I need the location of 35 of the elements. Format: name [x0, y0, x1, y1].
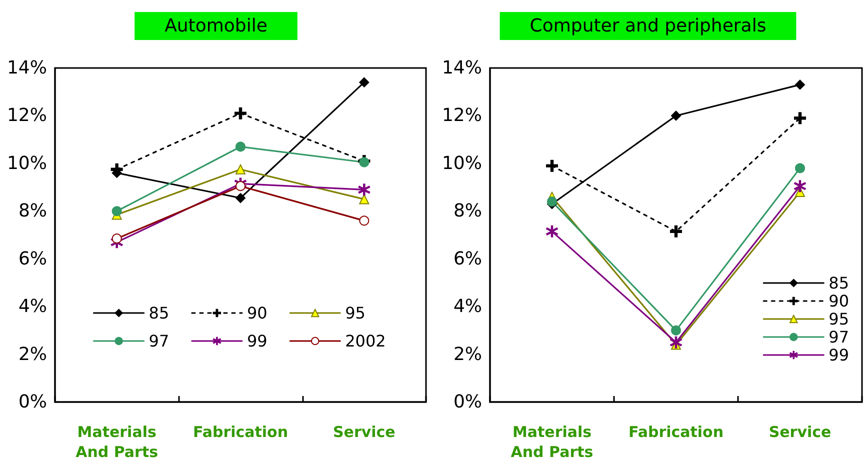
y-tick-label: 4% [453, 296, 482, 318]
x-tick-label: Service [332, 423, 396, 441]
y-tick-label: 6% [18, 248, 47, 270]
chart-title: Computer and peripherals [530, 16, 766, 36]
y-tick-label: 12% [6, 105, 47, 126]
legend-label: 85 [828, 274, 849, 292]
legend-label: 85 [148, 304, 170, 322]
y-tick-label: 2% [453, 344, 482, 365]
legend-label: 90 [828, 292, 849, 310]
y-tick-label: 8% [18, 200, 47, 222]
y-tick-label: 0% [453, 392, 482, 412]
legend-label: 2002 [345, 332, 386, 350]
y-tick-label: 12% [442, 105, 482, 126]
legend-label: 95 [828, 310, 849, 328]
x-tick-label: Fabrication [192, 423, 288, 441]
y-tick-label: 10% [6, 152, 47, 174]
y-tick-label: 14% [6, 58, 47, 78]
y-tick-label: 4% [18, 296, 47, 318]
x-tick-label: Materials And Parts [510, 423, 594, 461]
y-tick-label: 14% [442, 58, 482, 78]
x-tick-label: Materials And Parts [76, 423, 158, 461]
legend-label: 97 [828, 328, 849, 346]
x-tick-label: Service [768, 423, 832, 441]
legend-label: 99 [246, 332, 268, 350]
legend-label: 99 [828, 346, 849, 364]
y-tick-label: 0% [18, 392, 47, 412]
legend-label: 90 [246, 304, 268, 322]
y-tick-label: 8% [453, 200, 482, 222]
chart-title: Automobile [164, 16, 268, 36]
legend-label: 97 [148, 332, 170, 350]
legend-label: 95 [345, 304, 366, 322]
y-tick-label: 6% [453, 248, 482, 270]
x-tick-label: Fabrication [628, 423, 724, 441]
y-tick-label: 10% [442, 152, 482, 174]
y-tick-label: 2% [18, 344, 47, 365]
